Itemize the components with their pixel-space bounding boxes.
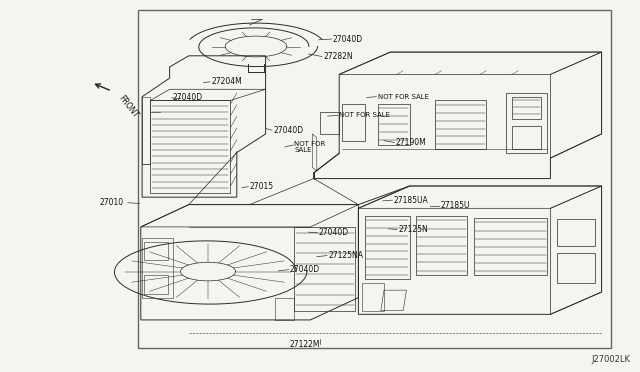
- Text: 27040D: 27040D: [273, 126, 303, 135]
- Text: 27190M: 27190M: [396, 138, 426, 147]
- Text: 27185U: 27185U: [440, 201, 470, 210]
- Text: 27040D: 27040D: [333, 35, 363, 44]
- Text: 27125NA: 27125NA: [328, 251, 364, 260]
- Text: 27040D: 27040D: [290, 265, 320, 274]
- Text: 27015: 27015: [250, 182, 274, 191]
- Text: 27204M: 27204M: [211, 77, 242, 86]
- Text: 27282N: 27282N: [323, 52, 353, 61]
- Text: J27002LK: J27002LK: [591, 355, 630, 364]
- Text: 27185UA: 27185UA: [394, 196, 428, 205]
- Text: 27010: 27010: [99, 198, 124, 207]
- Text: FRONT: FRONT: [116, 94, 140, 120]
- Text: 27125N: 27125N: [398, 225, 428, 234]
- Bar: [138, 10, 611, 348]
- Text: 27040D: 27040D: [173, 93, 203, 102]
- Text: NOT FOR SALE: NOT FOR SALE: [378, 94, 429, 100]
- Text: NOT FOR
SALE: NOT FOR SALE: [294, 141, 326, 153]
- Text: NOT FOR SALE: NOT FOR SALE: [339, 112, 390, 118]
- Text: 27122M: 27122M: [289, 340, 320, 349]
- Text: 27040D: 27040D: [319, 228, 349, 237]
